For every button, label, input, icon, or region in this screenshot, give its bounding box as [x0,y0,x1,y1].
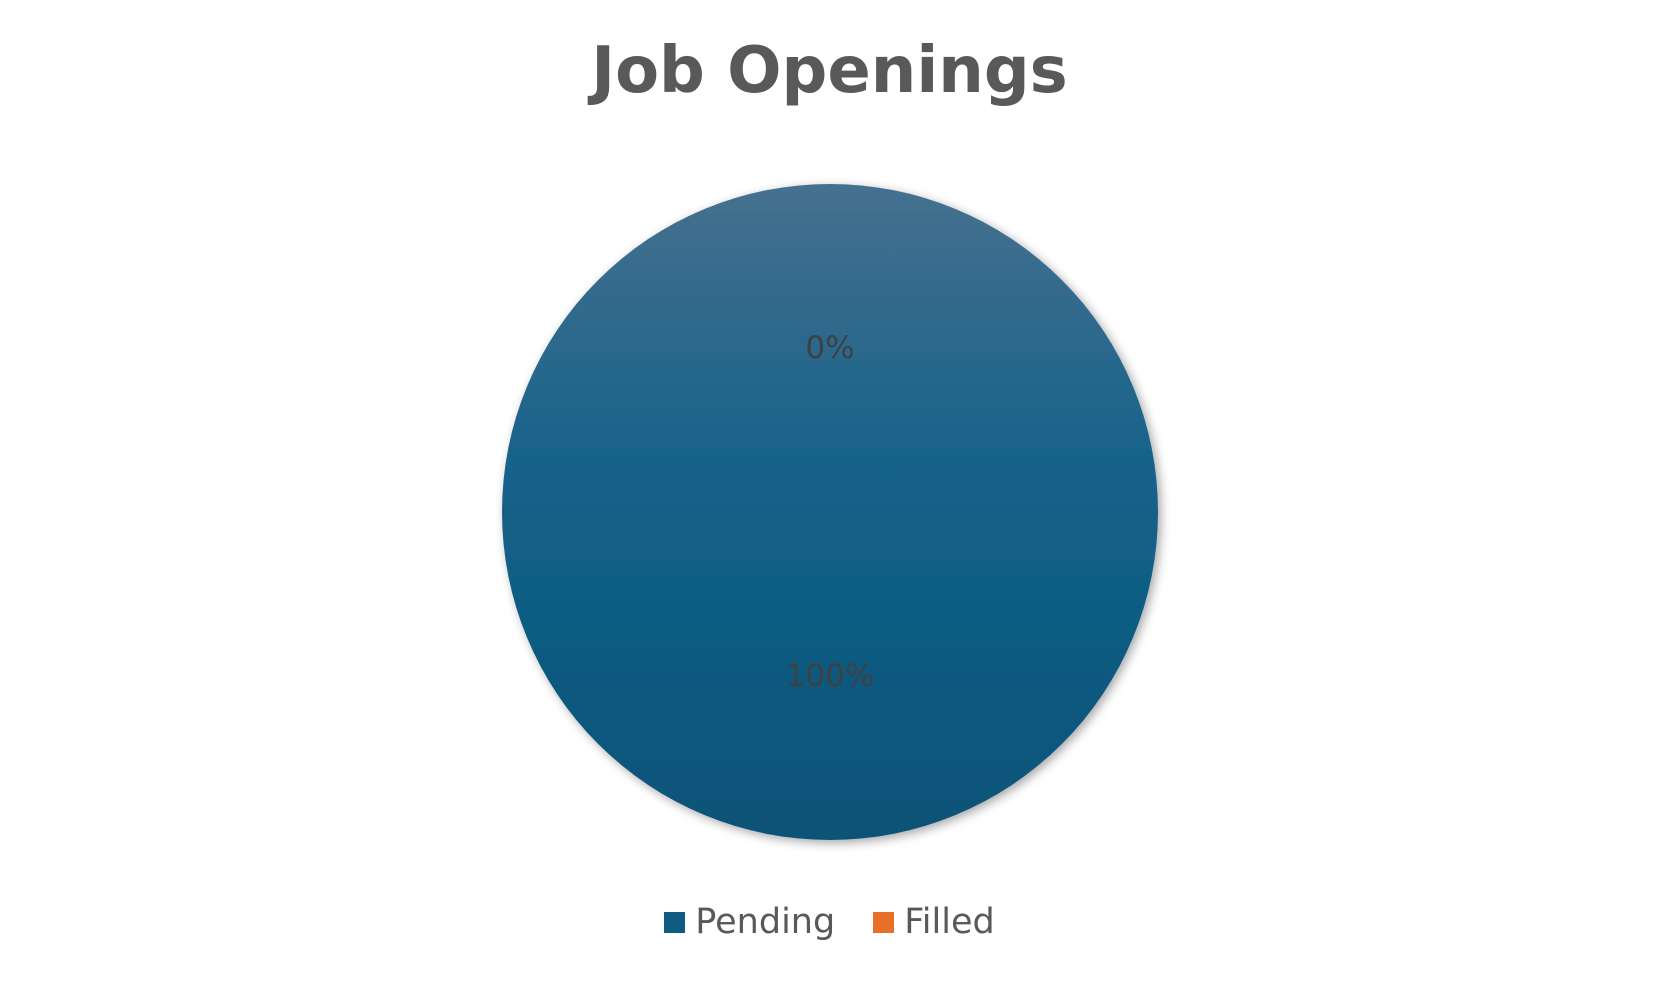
legend-label-filled: Filled [904,902,995,942]
pie-slices [502,184,1158,840]
pie-data-labels: 100% 0% [786,330,875,694]
legend-swatch-pending [664,911,686,933]
pie-slice-pending [502,184,1158,840]
chart-title: Job Openings [591,34,1068,108]
data-label-filled: 0% [805,330,854,366]
legend-swatch-filled [873,911,895,933]
legend-item-filled: Filled [873,902,995,942]
legend-label-pending: Pending [695,902,836,942]
data-label-pending: 100% [786,658,875,694]
legend-item-pending: Pending [664,902,835,942]
legend: Pending Filled [0,902,1659,942]
